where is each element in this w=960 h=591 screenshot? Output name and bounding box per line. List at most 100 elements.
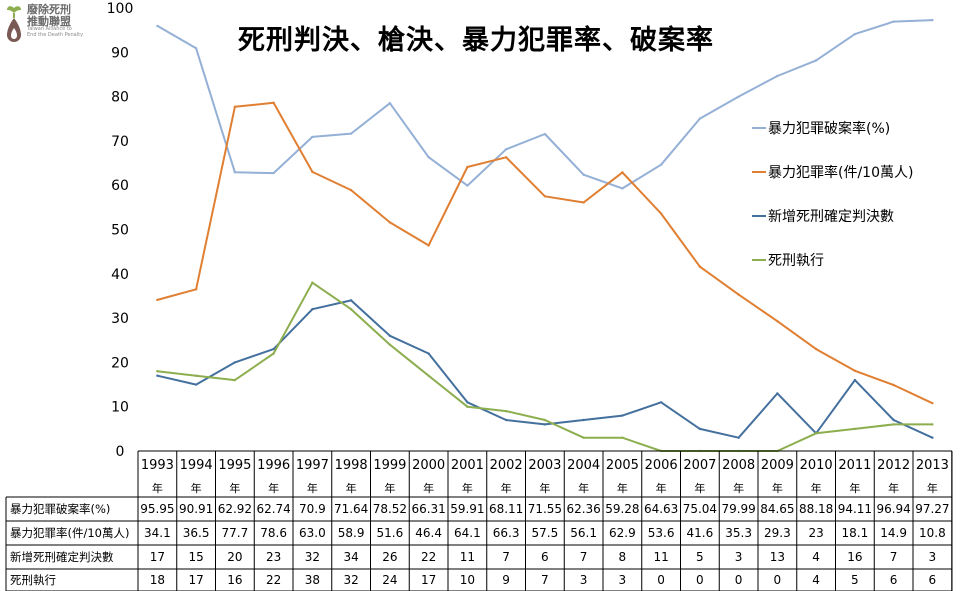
x-tick-label: 1996	[257, 458, 290, 473]
data-point	[853, 32, 857, 36]
data-point	[582, 173, 585, 176]
data-point	[582, 418, 585, 422]
data-point	[194, 374, 198, 377]
data-label: 4	[812, 573, 820, 587]
data-point	[466, 405, 469, 408]
data-label: 79.99	[721, 502, 755, 516]
logo-name-line1: 廢除死刑	[27, 3, 71, 16]
series-line-2	[157, 299, 933, 439]
x-tick-suffix: 年	[462, 481, 473, 495]
data-label: 32	[305, 550, 320, 564]
x-tick-label: 2013	[916, 458, 949, 473]
data-point	[776, 320, 779, 323]
data-label: 71.64	[334, 502, 368, 516]
data-point	[698, 117, 702, 120]
data-label: 58.9	[338, 526, 365, 540]
x-tick-label: 2000	[412, 458, 445, 473]
data-point	[194, 288, 198, 291]
data-point	[233, 171, 237, 174]
data-point	[814, 59, 818, 62]
table-row-header: 新增死刑確定判決數	[10, 550, 114, 564]
data-label: 17	[188, 573, 203, 587]
data-point	[814, 347, 818, 351]
data-point	[504, 156, 508, 159]
data-label: 0	[657, 573, 665, 587]
data-point	[233, 361, 237, 364]
data-point	[349, 299, 353, 302]
data-point	[543, 195, 547, 198]
data-label: 18.1	[842, 526, 869, 540]
x-tick-suffix: 年	[656, 481, 667, 495]
x-tick-label: 2011	[838, 458, 871, 473]
y-tick-label: 30	[111, 311, 129, 327]
data-label: 41.6	[687, 526, 714, 540]
data-point	[156, 374, 159, 377]
x-tick-label: 2004	[567, 458, 600, 473]
data-label: 36.5	[183, 526, 210, 540]
data-label: 77.7	[222, 526, 249, 540]
data-point	[698, 427, 702, 431]
data-point	[814, 432, 818, 435]
data-point	[427, 244, 430, 247]
data-point	[349, 188, 353, 192]
x-tick-suffix: 年	[384, 481, 395, 495]
data-label: 62.92	[218, 502, 252, 516]
seedling-drop-icon	[7, 6, 21, 42]
data-label: 18	[150, 573, 165, 587]
data-point	[737, 293, 740, 296]
data-point	[466, 165, 469, 169]
x-tick-suffix: 年	[811, 481, 822, 495]
data-label: 11	[653, 550, 668, 564]
data-label: 62.9	[609, 526, 636, 540]
table-row-header: 暴力犯罪破案率(%)	[10, 502, 110, 516]
data-label: 6	[929, 573, 937, 587]
data-point	[504, 409, 508, 413]
data-label: 23	[266, 550, 281, 564]
data-label: 17	[421, 573, 436, 587]
data-label: 29.3	[764, 526, 791, 540]
data-label: 51.6	[377, 526, 404, 540]
data-point	[931, 18, 934, 22]
x-tick-label: 2001	[451, 458, 484, 473]
x-tick-suffix: 年	[694, 481, 705, 495]
data-label: 9	[502, 573, 510, 587]
data-point	[698, 265, 702, 268]
series-layer	[156, 18, 934, 453]
legend-swatch	[752, 259, 766, 261]
data-point	[466, 401, 469, 404]
data-label: 97.27	[915, 502, 949, 516]
data-label: 84.65	[760, 502, 794, 516]
data-label: 5	[696, 550, 704, 564]
legend-label: 暴力犯罪率(件/10萬人)	[768, 165, 914, 181]
data-label: 8	[619, 550, 627, 564]
data-label: 62.74	[256, 502, 290, 516]
y-tick-label: 100	[107, 1, 134, 17]
x-tick-suffix: 年	[501, 481, 512, 495]
data-point	[776, 392, 779, 395]
legend-item: 暴力犯罪破案率(%)	[752, 118, 890, 138]
data-point	[582, 201, 585, 204]
data-label: 90.91	[179, 502, 213, 516]
table-row-header: 暴力犯罪率(件/10萬人)	[10, 526, 129, 540]
legend-label: 暴力犯罪破案率(%)	[768, 121, 891, 137]
data-label: 3	[619, 573, 627, 587]
x-tick-suffix: 年	[888, 481, 899, 495]
data-label: 62.36	[566, 502, 600, 516]
data-label: 57.5	[532, 526, 559, 540]
data-point	[892, 418, 895, 422]
data-label: 88.18	[799, 502, 833, 516]
x-tick-suffix: 年	[191, 481, 202, 495]
data-point	[349, 308, 353, 311]
x-tick-suffix: 年	[268, 481, 279, 495]
data-label: 34.1	[144, 526, 171, 540]
data-label: 59.91	[450, 502, 484, 516]
data-point	[543, 132, 547, 136]
x-tick-label: 2007	[683, 458, 716, 473]
data-point	[621, 171, 624, 174]
data-label: 75.04	[683, 502, 717, 516]
data-point	[194, 47, 198, 50]
data-label: 59.28	[605, 502, 639, 516]
data-label: 14.9	[880, 526, 907, 540]
data-point	[621, 436, 624, 439]
